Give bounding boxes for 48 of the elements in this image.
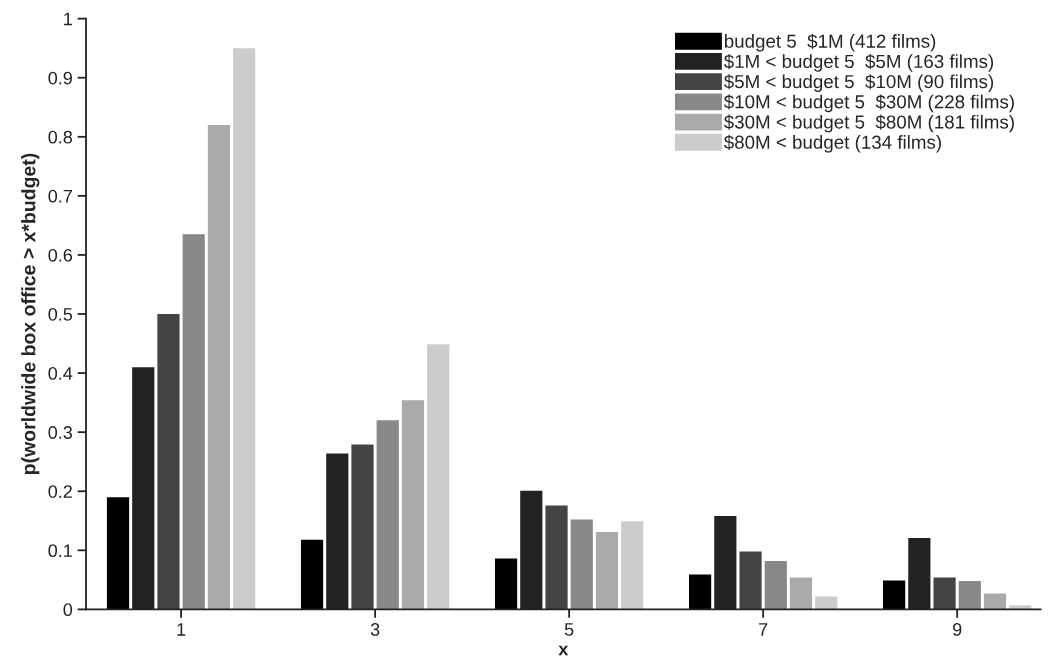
bar bbox=[351, 444, 374, 610]
bar bbox=[427, 344, 450, 610]
legend-label: $10M < budget 5 $30M (228 films) bbox=[723, 94, 1014, 113]
x-tick-label: 9 bbox=[953, 623, 962, 636]
bar bbox=[545, 505, 568, 610]
bar bbox=[233, 48, 256, 610]
x-tick-label: 7 bbox=[759, 623, 768, 636]
bar bbox=[883, 580, 906, 610]
x-tick-label: 5 bbox=[564, 623, 574, 636]
bar bbox=[621, 521, 644, 610]
legend-label: budget 5 $1M (412 films) bbox=[724, 33, 936, 52]
bar bbox=[958, 581, 981, 610]
bar bbox=[182, 234, 205, 610]
y-tick-label: 0.5 bbox=[48, 307, 73, 321]
bar bbox=[789, 577, 813, 610]
bar bbox=[815, 596, 838, 610]
bar bbox=[595, 532, 619, 610]
bar bbox=[764, 560, 787, 610]
x-axis-title: x bbox=[558, 645, 569, 656]
y-axis-title: p(worldwide box office > x*budget) bbox=[21, 153, 40, 474]
bar bbox=[300, 539, 324, 610]
bar bbox=[376, 420, 399, 610]
bar bbox=[401, 400, 425, 610]
y-tick-label: 0 bbox=[63, 603, 73, 617]
y-tick-label: 0.3 bbox=[48, 426, 73, 439]
legend-label: $30M < budget 5 $80M (181 films) bbox=[723, 114, 1014, 133]
legend-label: $80M < budget (134 films) bbox=[723, 134, 941, 153]
y-tick-label: 0.7 bbox=[48, 189, 72, 203]
bar bbox=[106, 497, 130, 610]
x-tick-label: 1 bbox=[177, 623, 186, 636]
x-tick-label: 3 bbox=[370, 623, 380, 636]
legend-label: $5M < budget 5 $10M (90 films) bbox=[723, 74, 994, 92]
y-tick-label: 0.9 bbox=[48, 71, 72, 85]
y-tick-label: 0.6 bbox=[48, 248, 73, 262]
y-tick-label: 1 bbox=[64, 12, 72, 26]
y-tick-label: 0.8 bbox=[48, 130, 73, 144]
y-tick-label: 0.4 bbox=[48, 367, 73, 380]
legend-label: $1M < budget 5 $5M (163 films) bbox=[723, 53, 994, 72]
bar bbox=[207, 124, 231, 610]
bar bbox=[689, 574, 712, 610]
bar bbox=[157, 314, 180, 610]
bar bbox=[570, 519, 593, 610]
y-tick-label: 0.1 bbox=[48, 544, 72, 558]
bar bbox=[494, 558, 518, 610]
y-tick-label: 0.2 bbox=[48, 485, 72, 498]
bar bbox=[983, 593, 1007, 610]
bar bbox=[739, 551, 762, 610]
bar bbox=[933, 577, 956, 610]
